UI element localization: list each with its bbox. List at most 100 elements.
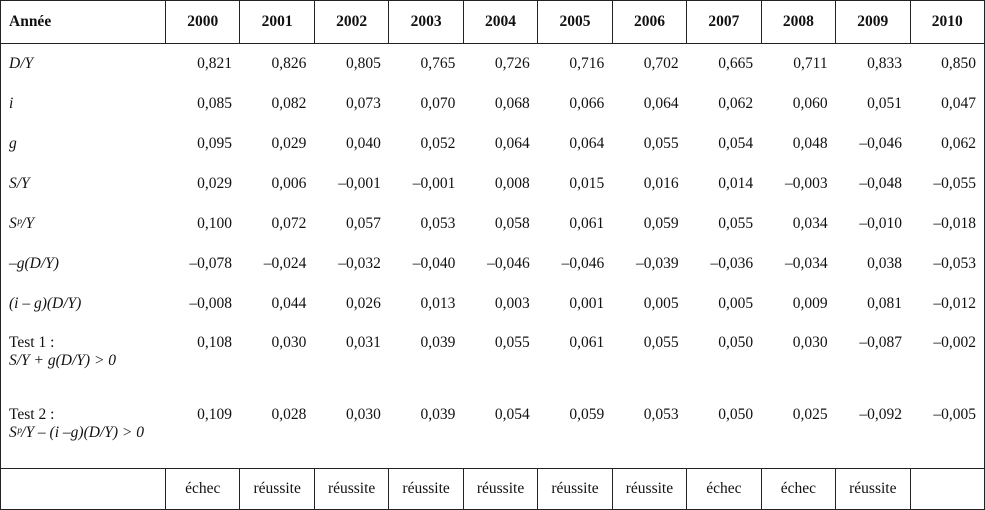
header-label: Année — [0, 0, 166, 44]
cell-value: 0,029 — [271, 135, 307, 152]
cell-value: 0,061 — [569, 215, 605, 232]
result-cell: échec — [686, 468, 762, 510]
result-cell: réussite — [388, 468, 464, 510]
row-label-line: Sᵖ/Y — [9, 215, 35, 232]
year-header: 2001 — [239, 0, 315, 44]
row-label: (i – g)(D/Y) — [1, 284, 166, 324]
cell-value: 0,052 — [420, 135, 456, 152]
cell-value: 0,009 — [792, 295, 828, 312]
cell-value: 0,026 — [345, 295, 381, 312]
cell-value: –0,087 — [859, 334, 903, 351]
cell-value: 0,030 — [271, 334, 307, 351]
cell-value: 0,058 — [494, 215, 530, 232]
row-label: Test 1 : S/Y + g(D/Y) > 0 — [1, 324, 166, 396]
cell-value: 0,061 — [569, 334, 605, 351]
cell-value: –0,046 — [487, 255, 530, 272]
cell-value: 0,005 — [718, 295, 754, 312]
cell-value: 0,006 — [271, 175, 307, 192]
cell-value: 0,048 — [792, 135, 828, 152]
cell-value: 0,059 — [569, 406, 605, 423]
cell-value: 0,028 — [271, 406, 307, 423]
table-row: Test 2 : Sᵖ/Y – (i –g)(D/Y) > 0 0,109 0,028… — [1, 396, 985, 469]
year-header: 2002 — [313, 0, 389, 44]
cell-value: 0,726 — [494, 55, 530, 72]
cell-value: 0,821 — [197, 55, 232, 72]
cell-value: 0,064 — [643, 95, 679, 112]
cell-value: 0,085 — [197, 95, 232, 112]
row-label-line: Test 2 : — [9, 406, 55, 423]
cell-value: –0,010 — [859, 215, 903, 232]
cell-value: 0,050 — [718, 406, 754, 423]
cell-value: 0,665 — [718, 55, 754, 72]
cell-value: 0,805 — [345, 55, 381, 72]
cell-value: –0,001 — [338, 175, 381, 192]
row-label: i — [1, 84, 166, 124]
result-cell: échec — [760, 468, 836, 510]
year-header: 2004 — [462, 0, 538, 44]
table-header: Année 2000 2001 2002 2003 2004 2005 2006 2007 200… — [0, 0, 985, 44]
cell-value: 0,016 — [643, 175, 679, 192]
cell-value: 0,055 — [643, 135, 679, 152]
footer-spacer — [0, 468, 166, 510]
table-row: (i – g)(D/Y) –0,008 0,044 0,026 0,013 0,003 0,… — [1, 284, 985, 324]
cell-value: –0,092 — [859, 406, 903, 423]
cell-value: 0,003 — [494, 295, 530, 312]
cell-value: 0,054 — [718, 135, 754, 152]
row-label: D/Y — [1, 44, 166, 85]
cell-value: –0,053 — [933, 255, 976, 272]
cell-value: –0,048 — [859, 175, 903, 192]
cell-value: 0,055 — [643, 334, 679, 351]
cell-value: –0,032 — [338, 255, 381, 272]
cell-value: 0,040 — [345, 135, 381, 152]
cell-value: 0,072 — [271, 215, 307, 232]
year-header: 2000 — [164, 0, 240, 44]
cell-value: –0,008 — [189, 295, 232, 312]
table-row: g 0,095 0,029 0,040 0,052 0,064 0,064 0,055 0,05… — [1, 124, 985, 164]
cell-value: 0,711 — [793, 55, 828, 72]
result-cell: réussite — [239, 468, 315, 510]
cell-value: –0,003 — [784, 175, 828, 192]
cell-value: 0,034 — [792, 215, 828, 232]
cell-value: –0,012 — [933, 295, 976, 312]
table-row: S/Y 0,029 0,006 –0,001 –0,001 0,008 0,015 0,016… — [1, 164, 985, 204]
result-cell: réussite — [611, 468, 687, 510]
cell-value: 0,059 — [643, 215, 679, 232]
table-body: D/Y 0,821 0,826 0,805 0,765 0,726 0,716 0,702 0,… — [1, 44, 985, 469]
cell-value: 0,702 — [643, 55, 679, 72]
year-header: 2007 — [686, 0, 762, 44]
cell-value: 0,716 — [569, 55, 605, 72]
cell-value: 0,025 — [792, 406, 828, 423]
cell-value: 0,001 — [569, 295, 605, 312]
cell-value: 0,014 — [718, 175, 754, 192]
cell-value: 0,013 — [420, 295, 456, 312]
cell-value: 0,015 — [569, 175, 605, 192]
result-cell: échec — [164, 468, 240, 510]
cell-value: 0,108 — [197, 334, 232, 351]
cell-value: –0,001 — [412, 175, 456, 192]
cell-value: 0,081 — [867, 295, 903, 312]
cell-value: 0,047 — [941, 95, 976, 112]
cell-value: 0,082 — [271, 95, 307, 112]
cell-value: 0,070 — [420, 95, 456, 112]
cell-value: –0,034 — [784, 255, 828, 272]
table-row: Test 1 : S/Y + g(D/Y) > 0 0,108 0,030 0,031 0… — [1, 324, 985, 396]
row-label-line: S/Y — [9, 175, 30, 192]
cell-value: 0,005 — [643, 295, 679, 312]
cell-value: 0,038 — [867, 255, 903, 272]
cell-value: 0,060 — [792, 95, 828, 112]
cell-value: –0,002 — [933, 334, 976, 351]
table-row: i 0,085 0,082 0,073 0,070 0,068 0,066 0,064 0,06… — [1, 84, 985, 124]
result-cell: réussite — [313, 468, 389, 510]
row-label: S/Y — [1, 164, 166, 204]
cell-value: 0,030 — [345, 406, 381, 423]
cell-value: 0,051 — [867, 95, 903, 112]
cell-value: 0,068 — [494, 95, 530, 112]
result-cell: réussite — [462, 468, 538, 510]
table-row: Sᵖ/Y 0,100 0,072 0,057 0,053 0,058 0,061 0,059 0… — [1, 204, 985, 244]
row-label-line: Test 1 : — [9, 334, 55, 351]
cell-value: –0,040 — [412, 255, 456, 272]
cell-value: 0,050 — [718, 334, 754, 351]
cell-value: 0,850 — [941, 55, 976, 72]
cell-value: –0,018 — [933, 215, 976, 232]
